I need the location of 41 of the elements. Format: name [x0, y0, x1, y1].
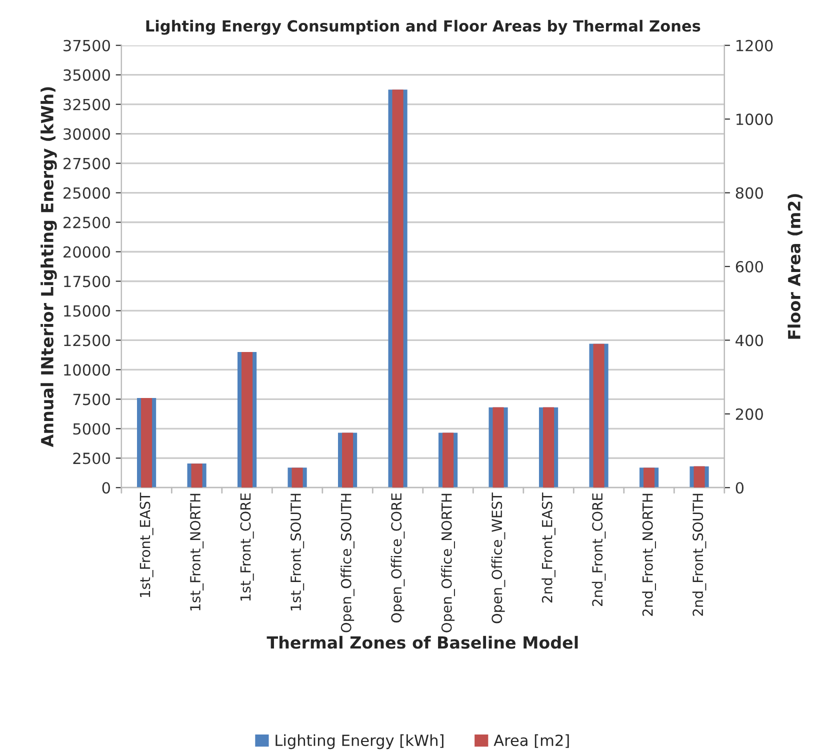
y2-tick-label: 600 — [736, 260, 763, 273]
y-tick-label: 12500 — [64, 334, 110, 346]
legend-label: Area [m2] — [494, 734, 569, 748]
y-tick-label: 30000 — [64, 128, 110, 140]
x-axis-title: Thermal Zones of Baseline Model — [266, 636, 578, 649]
y-axis-title: Annual INterior Lighting Energy (kWh) — [40, 87, 57, 448]
y-tick-label: 5000 — [73, 423, 110, 435]
y-tick-label: 10000 — [64, 364, 110, 376]
y-tick-label: 20000 — [64, 246, 110, 258]
x-tick-label: Open_Office_SOUTH — [340, 494, 354, 632]
chart-title: Lighting Energy Consumption and Floor Areas by Thermal Zones — [146, 20, 700, 35]
y-tick-label: 27500 — [64, 158, 110, 170]
y2-axis-title: Floor Area (m2) — [788, 194, 802, 339]
x-tick-label: Open_Office_WEST — [491, 492, 506, 624]
legend-label: Lighting Energy [kWh] — [276, 734, 444, 750]
y-tick-label: 35000 — [64, 69, 110, 81]
y2-tick-label: 1200 — [736, 40, 773, 52]
y2-tick-label: 400 — [736, 334, 763, 346]
x-tick-label: 2nd_Front_EAST — [542, 492, 556, 603]
y-tick-label: 2500 — [73, 452, 110, 464]
x-tick-label: 1st_Front_CORE — [240, 493, 254, 601]
y-tick-label: 37500 — [64, 40, 110, 52]
y-tick-label: 22500 — [64, 216, 110, 228]
y-tick-label: 15000 — [64, 305, 110, 317]
y-tick-label: 7500 — [73, 394, 110, 406]
x-tick-label: Open_Office_CORE — [390, 493, 405, 622]
y-tick-label: 17500 — [64, 276, 110, 288]
x-tick-label: Open_Office_NORTH — [441, 494, 455, 632]
y2-tick-label: 0 — [736, 482, 744, 494]
x-tick-label: 2nd_Front_NORTH — [642, 494, 656, 616]
x-tick-label: 1st_Front_NORTH — [190, 494, 204, 610]
y2-tick-label: 200 — [736, 408, 763, 420]
x-tick-label: 2nd_Front_CORE — [592, 493, 606, 606]
y-tick-label: 25000 — [64, 187, 110, 199]
y-tick-label: 0 — [102, 482, 110, 494]
x-tick-label: 1st_Front_SOUTH — [290, 494, 304, 610]
y2-tick-label: 800 — [736, 187, 763, 199]
x-tick-label: 2nd_Front_SOUTH — [692, 494, 706, 616]
y-tick-label: 32500 — [64, 98, 110, 110]
y2-tick-label: 1000 — [736, 114, 773, 126]
x-tick-label: 1st_Front_EAST — [140, 492, 154, 598]
